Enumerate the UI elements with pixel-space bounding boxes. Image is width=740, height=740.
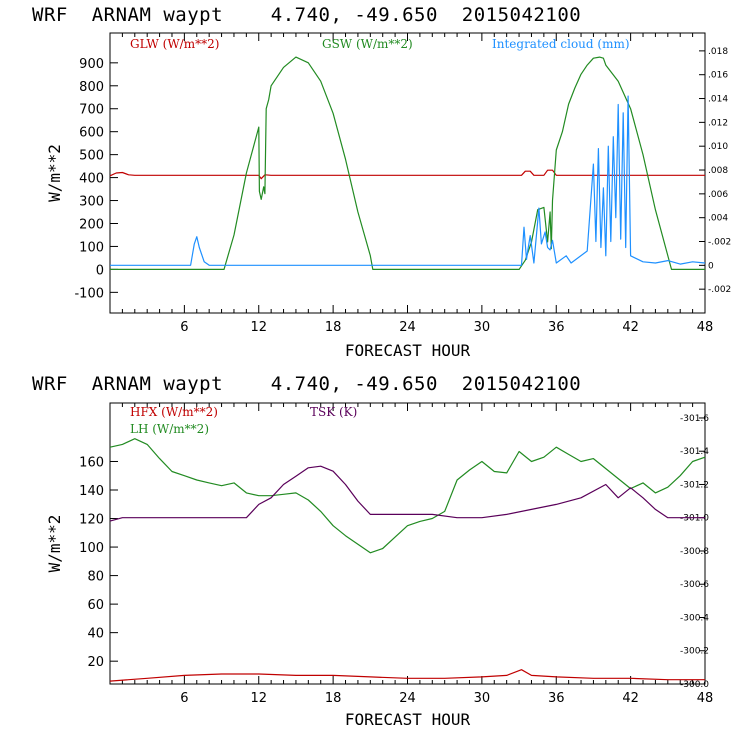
chart-1-series-integrated-line: [110, 95, 706, 266]
chart-2-legend-entry: HFX (W/m**2): [130, 405, 218, 419]
chart-2-y-tick-label: 120: [79, 513, 104, 528]
chart-2-x-tick-label: 12: [250, 691, 267, 706]
chart-1-title: WRF ARNAM waypt 4.740, -49.650 201504210…: [32, 4, 582, 26]
chart-2-right-tick-label: -301.6: [680, 414, 709, 424]
chart-2-y-tick-label: 80: [87, 570, 104, 585]
chart-1-y-axis-title: W/m**2: [45, 144, 64, 202]
chart-2-series-hfx-line: [109, 669, 705, 682]
chart-1-y-tick-label: 600: [79, 126, 104, 141]
chart-2-x-tick-label: 24: [399, 691, 416, 706]
chart-2-y-tick-label: 60: [87, 598, 104, 613]
chart-2-series-tsk-line: [109, 465, 705, 522]
chart-1-x-tick-label: 36: [548, 320, 565, 335]
chart-1-x-tick-label: 24: [399, 320, 416, 335]
chart-1-right-tick-label: .012: [708, 118, 728, 128]
chart-1-right-tick-label: -.002: [708, 238, 731, 248]
chart-1-x-tick-label: 18: [325, 320, 342, 335]
chart-2-x-tick-label: 48: [697, 691, 714, 706]
chart-1-right-tick-label: .008: [708, 166, 728, 176]
chart-1-x-tick-label: 6: [180, 320, 188, 335]
chart-1-right-tick-label: .010: [708, 142, 728, 152]
chart-2-right-tick-label: -300.8: [680, 547, 709, 557]
chart-2-y-axis-title: W/m**2: [45, 515, 64, 573]
chart-2-y-tick-label: 100: [79, 541, 104, 556]
chart-2-x-tick-label: 18: [325, 691, 342, 706]
chart-1-x-tick-label: 12: [250, 320, 267, 335]
chart-1-plot-frame: [109, 32, 706, 314]
chart-1-series-gsw-line: [110, 56, 705, 270]
chart-1-y-tick-label: 200: [79, 217, 104, 232]
chart-1-right-tick-label: 0: [708, 261, 714, 271]
chart-1-y-tick-label: 400: [79, 172, 104, 187]
chart-1-x-axis-title: FORECAST HOUR: [345, 341, 471, 360]
chart-2-y-tick-label: 20: [87, 655, 104, 670]
chart-2-x-tick-label: 36: [548, 691, 565, 706]
chart-1-right-tick-label: .004: [708, 214, 728, 224]
chart-1-y-tick-label: 100: [79, 240, 104, 255]
chart-1-x-tick-label: 48: [697, 320, 714, 335]
chart-2-title: WRF ARNAM waypt 4.740, -49.650 201504210…: [32, 373, 582, 395]
chart-1-legend-entry: GSW (W/m**2): [322, 37, 413, 51]
chart-2-right-tick-label: -300.4: [680, 613, 709, 623]
chart-1-x-tick-label: 42: [622, 320, 639, 335]
chart-1-legend-entry: GLW (W/m**2): [130, 37, 219, 51]
chart-1-right-tick-label: .014: [708, 95, 728, 105]
chart-2-series-lh-line: [109, 438, 706, 554]
chart-1-y-tick-label: 800: [79, 80, 104, 95]
chart-2-plot-frame: [109, 402, 706, 685]
chart-1-y-tick-label: 300: [79, 195, 104, 210]
chart-1-right-tick-label: .018: [708, 47, 728, 57]
chart-1-series-glw-line: [109, 169, 705, 180]
chart-2-right-tick-label: -301.4: [680, 447, 709, 457]
chart-1-y-tick-label: 700: [79, 103, 104, 118]
chart-1-right-tick-label: -.002: [708, 285, 731, 295]
chart-2-right-tick-label: -300.6: [680, 580, 709, 590]
chart-2-y-tick-label: 160: [79, 455, 104, 470]
chart-2-y-tick-label: 140: [79, 484, 104, 499]
chart-2-legend-entry: LH (W/m**2): [130, 422, 209, 436]
chart-1-y-tick-label: 500: [79, 149, 104, 164]
chart-2-x-tick-label: 6: [180, 691, 188, 706]
chart-2-x-tick-label: 42: [622, 691, 639, 706]
chart-1-y-tick-label: 900: [79, 57, 104, 72]
chart-2-right-tick-label: -301.2: [680, 480, 709, 490]
chart-2-x-tick-label: 30: [474, 691, 491, 706]
chart-1-x-tick-label: 30: [474, 320, 491, 335]
chart-1-right-tick-label: .016: [708, 71, 728, 81]
chart-2-right-tick-label: -301.0: [680, 514, 709, 524]
chart-1-right-tick-label: .006: [708, 190, 728, 200]
chart-2-y-tick-label: 40: [87, 627, 104, 642]
chart-2-right-tick-label: -300.2: [680, 647, 709, 657]
chart-1-y-tick-label: 0: [96, 263, 104, 278]
chart-2-right-tick-label: -300.0: [680, 680, 709, 690]
chart-2-legend-entry: TSK (K): [310, 405, 357, 419]
chart-1-legend-entry: Integrated cloud (mm): [492, 37, 630, 51]
chart-2-x-axis-title: FORECAST HOUR: [345, 710, 471, 729]
chart-1-y-tick-label: -100: [74, 286, 104, 301]
